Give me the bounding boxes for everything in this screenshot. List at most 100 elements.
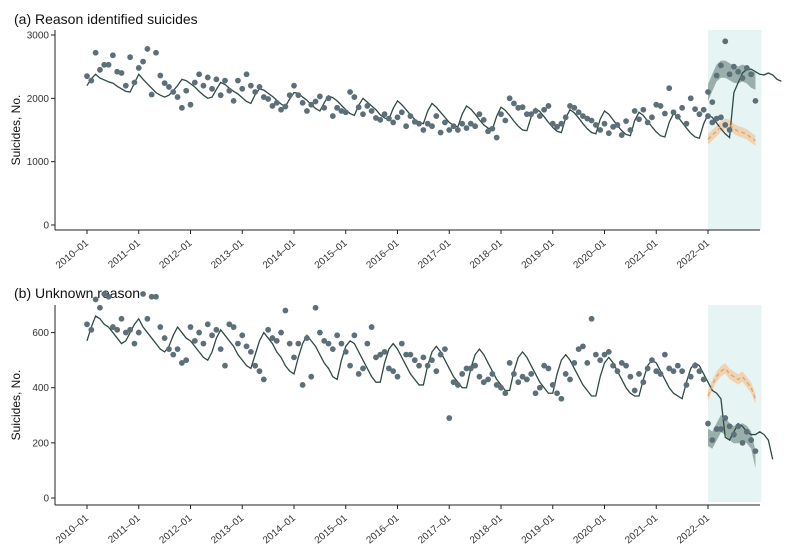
observed-point bbox=[347, 89, 353, 95]
observed-point bbox=[636, 371, 642, 377]
observed-point bbox=[588, 315, 595, 322]
observed-point bbox=[355, 104, 362, 111]
observed-point bbox=[679, 368, 686, 375]
observed-point bbox=[127, 54, 134, 61]
observed-point bbox=[373, 354, 379, 361]
counterfactual-ci-band bbox=[708, 118, 756, 146]
observed-point bbox=[541, 106, 548, 113]
observed-point bbox=[459, 371, 466, 377]
observed-point bbox=[407, 113, 414, 119]
observed-point bbox=[351, 94, 358, 100]
observed-point bbox=[558, 395, 565, 402]
observed-point bbox=[580, 113, 586, 119]
observed-point bbox=[571, 104, 578, 111]
observed-point bbox=[316, 93, 323, 100]
y-tick-label: 200 bbox=[32, 438, 49, 449]
observed-point bbox=[644, 365, 651, 372]
observed-point bbox=[567, 376, 573, 383]
observed-point bbox=[377, 351, 384, 358]
observed-point-2022 bbox=[709, 437, 716, 443]
observed-point bbox=[131, 340, 138, 347]
y-tick-label: 0 bbox=[43, 221, 49, 232]
observed-point bbox=[381, 111, 388, 118]
panel-b-marks: 0 200 400 600 2010–01 2011–01 2012–01 2013–01 20… bbox=[32, 291, 774, 547]
observed-point bbox=[519, 104, 526, 111]
observed-point bbox=[230, 97, 237, 104]
observed-point bbox=[273, 99, 280, 106]
observed-point bbox=[605, 348, 612, 355]
observed-point bbox=[601, 120, 608, 127]
observed-point bbox=[653, 368, 660, 375]
observed-point bbox=[364, 103, 371, 109]
observed-point bbox=[420, 127, 427, 133]
panel-b-title: (b) Unknown reason bbox=[14, 285, 140, 301]
observed-point bbox=[670, 368, 677, 375]
observed-point-2022 bbox=[743, 65, 750, 71]
y-tick-label: 0 bbox=[43, 494, 49, 505]
observed-point bbox=[700, 376, 707, 383]
observed-point bbox=[610, 362, 617, 369]
x-tick-label: 2019–01 bbox=[520, 238, 557, 272]
observed-point bbox=[299, 99, 306, 106]
observed-point bbox=[726, 127, 733, 133]
y-tick-label: 1000 bbox=[27, 157, 50, 168]
observed-point bbox=[312, 98, 319, 105]
observed-point bbox=[420, 354, 427, 361]
observed-point bbox=[101, 291, 108, 297]
observed-point bbox=[114, 326, 121, 333]
x-tick-label: 2015–01 bbox=[313, 238, 350, 272]
observed-point bbox=[196, 329, 203, 336]
observed-point bbox=[502, 117, 509, 124]
x-tick-label: 2013–01 bbox=[209, 513, 246, 547]
observed-point bbox=[196, 71, 203, 78]
observed-point bbox=[722, 122, 729, 128]
observed-point bbox=[584, 360, 591, 366]
observed-point bbox=[536, 384, 543, 391]
observed-point bbox=[679, 104, 686, 111]
observed-point bbox=[170, 89, 177, 95]
observed-point bbox=[528, 371, 535, 377]
observed-point bbox=[424, 362, 431, 369]
observed-point bbox=[549, 382, 556, 388]
observed-point bbox=[640, 106, 647, 113]
observed-point bbox=[230, 324, 237, 330]
observed-point bbox=[601, 351, 608, 358]
observed-point bbox=[131, 79, 138, 86]
observed-point bbox=[338, 340, 345, 347]
observed-point bbox=[592, 122, 599, 128]
observed-point bbox=[519, 373, 526, 380]
observed-point bbox=[256, 84, 263, 90]
observed-point bbox=[554, 390, 560, 397]
observed-point bbox=[191, 79, 198, 86]
observed-point-2022 bbox=[705, 89, 711, 95]
observed-point bbox=[295, 92, 302, 99]
observed-point bbox=[618, 132, 625, 138]
observed-point bbox=[286, 340, 293, 347]
observed-point bbox=[506, 360, 513, 366]
observed-point bbox=[696, 368, 703, 375]
observed-point bbox=[472, 362, 479, 369]
observed-point bbox=[511, 100, 517, 107]
observed-point-2022 bbox=[722, 38, 729, 45]
observed-point bbox=[580, 343, 586, 350]
observed-point bbox=[286, 92, 293, 99]
observed-point bbox=[614, 122, 621, 128]
y-tick-label: 3000 bbox=[27, 31, 50, 42]
observed-point bbox=[321, 337, 328, 344]
observed-point bbox=[429, 357, 435, 364]
observed-point bbox=[511, 371, 517, 377]
observed-point bbox=[222, 77, 228, 84]
observed-point bbox=[588, 117, 595, 124]
observed-point bbox=[459, 120, 466, 127]
observed-point bbox=[213, 326, 220, 333]
observed-point bbox=[226, 87, 233, 94]
observed-point bbox=[549, 120, 556, 127]
observed-point bbox=[433, 368, 440, 375]
observed-point bbox=[605, 130, 612, 137]
observed-point bbox=[304, 108, 310, 114]
observed-point bbox=[485, 376, 491, 383]
observed-point bbox=[377, 116, 384, 123]
observed-point bbox=[278, 329, 284, 336]
observed-point bbox=[575, 109, 582, 116]
panel-b-ylabel: Suicides, No. bbox=[9, 370, 23, 441]
